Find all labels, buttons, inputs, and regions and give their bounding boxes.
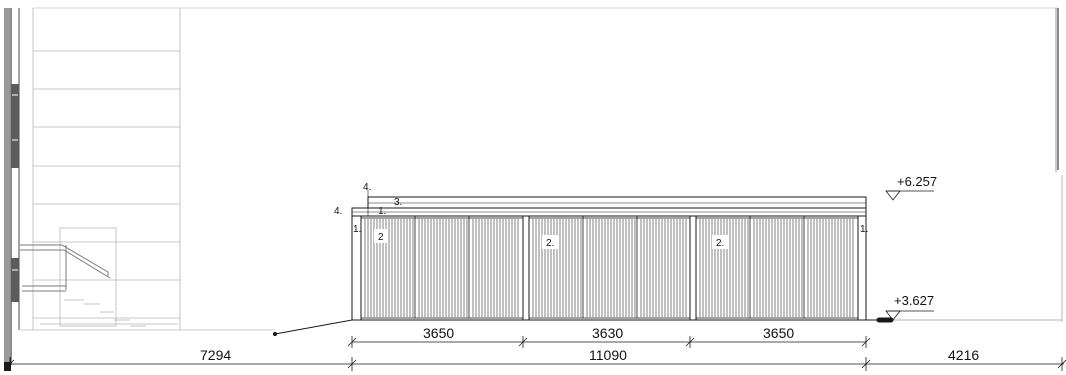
tag-3: 3. (394, 197, 402, 208)
tag-2-panel-1: 2 (378, 232, 384, 243)
pergola-slats (364, 219, 854, 317)
dim-bay-3: 3650 (763, 325, 794, 341)
dim-bay-1: 3650 (423, 325, 454, 341)
dim-overall-left: 7294 (200, 347, 231, 363)
dim-overall-mid: 11090 (589, 347, 627, 363)
tag-4-left: 4. (334, 206, 342, 217)
dim-bay-2: 3630 (592, 325, 623, 341)
ground-marker (876, 317, 894, 323)
left-window-1 (11, 84, 19, 130)
right-building (890, 8, 1063, 322)
dimension-lines (5, 336, 1066, 371)
element-tags: 4. 4. 3. 1. 1. 1. 2 2. 2. (334, 182, 868, 249)
tag-4-top: 4. (363, 182, 371, 193)
tag-2-panel-2: 2. (546, 238, 554, 249)
left-building (4, 7, 1058, 370)
left-window-2 (11, 130, 19, 168)
left-dimension-end-block (4, 362, 11, 371)
ground-line (20, 317, 894, 337)
level-marker-bottom (885, 310, 934, 321)
panel-1 (360, 217, 524, 319)
tag-1-roof: 1. (378, 206, 386, 217)
panel-2 (528, 217, 691, 319)
level-marker-top (885, 190, 934, 201)
column-2 (522, 215, 530, 321)
tag-2-panel-3: 2. (716, 238, 724, 249)
panel-3 (695, 217, 859, 319)
tag-1-right: 1. (860, 224, 868, 235)
left-wall-strip (4, 8, 10, 370)
roof-top-layer (367, 196, 867, 209)
tag-1-left: 1. (353, 224, 361, 235)
pergola (351, 190, 867, 321)
left-window-3 (11, 258, 19, 302)
level-bottom-label: +3.627 (894, 293, 934, 308)
dim-overall-right: 4216 (948, 347, 979, 363)
column-3 (689, 215, 697, 321)
level-top-label: +6.257 (897, 174, 937, 189)
